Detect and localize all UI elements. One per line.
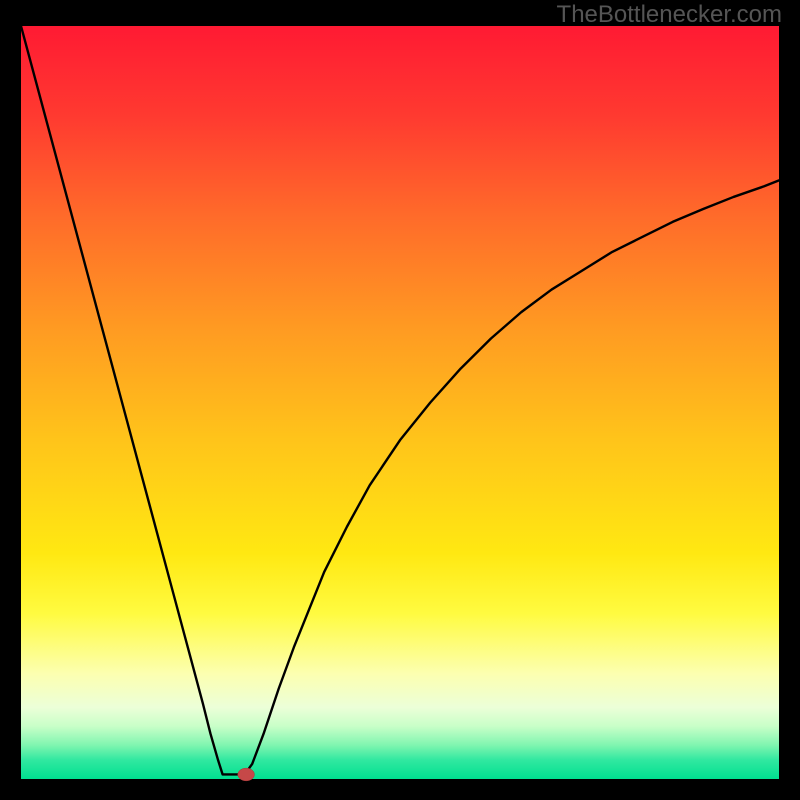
gradient-background: [21, 26, 779, 779]
plot-area: [21, 26, 779, 779]
plot-svg: [21, 26, 779, 779]
optimum-marker: [238, 768, 255, 781]
chart-frame: TheBottlenecker.com: [0, 0, 800, 800]
watermark-text: TheBottlenecker.com: [557, 1, 782, 29]
